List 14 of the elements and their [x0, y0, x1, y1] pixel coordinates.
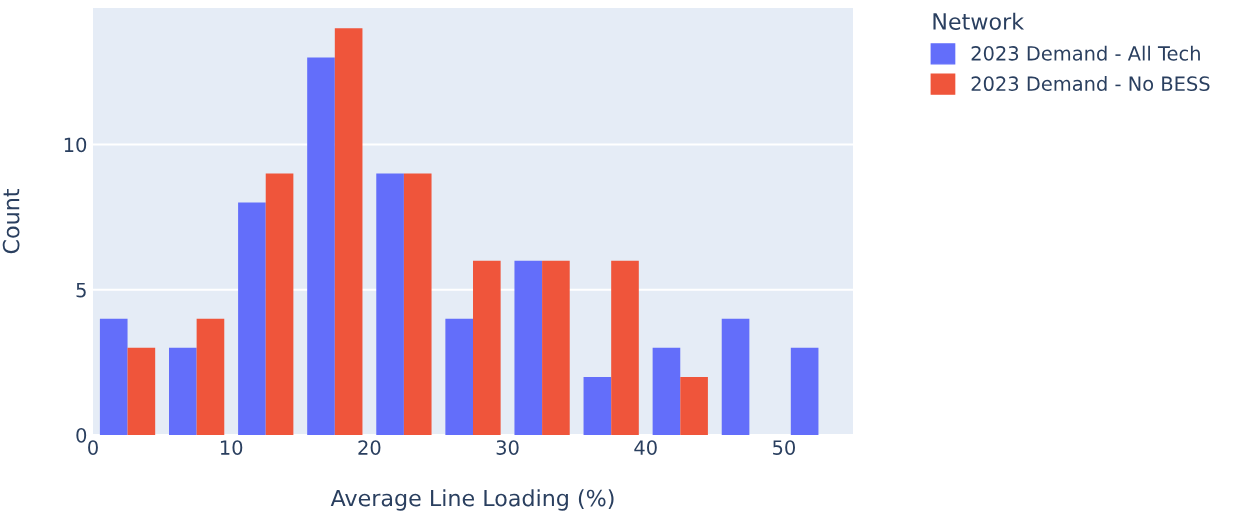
legend-label: 2023 Demand - All Tech	[971, 45, 1200, 61]
x-tick-label: 50	[773, 440, 795, 455]
x-tick-label: 30	[496, 440, 519, 455]
y-tick-label: 10	[64, 137, 87, 153]
legend-title: Network	[933, 12, 1025, 30]
x-axis-title: Average Line Loading (%)	[330, 489, 614, 511]
x-tick-label: 20	[358, 440, 381, 455]
y-tick-label: 0	[76, 427, 87, 443]
legend-label: 2023 Demand - No BESS	[971, 75, 1210, 92]
x-tick-label: 10	[220, 440, 243, 455]
y-axis-title: Count	[2, 189, 20, 254]
x-tick-label: 0	[88, 440, 98, 455]
x-tick-label: 40	[634, 440, 657, 455]
y-tick-label: 5	[76, 282, 86, 298]
